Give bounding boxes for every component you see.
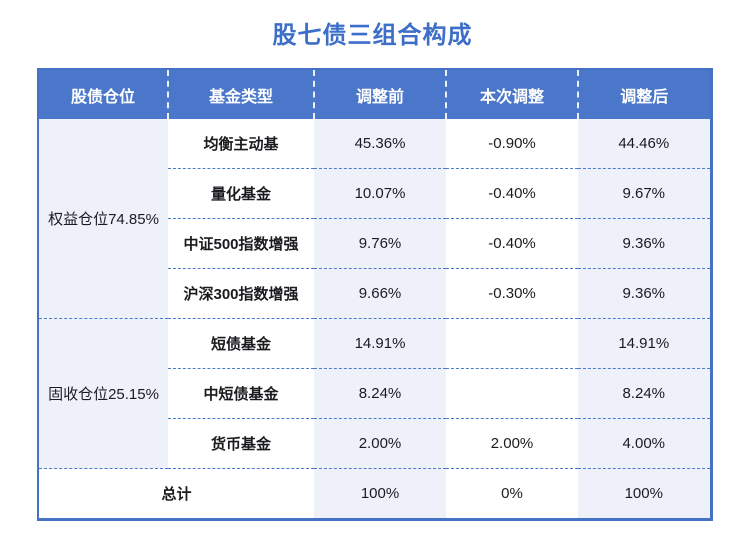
- fund-type-cell: 中短债基金: [168, 368, 314, 419]
- table-row: 权益仓位74.85% 均衡主动基 45.36% -0.90% 44.46%: [38, 119, 711, 319]
- fund-type-cell: 沪深300指数增强: [168, 268, 314, 319]
- before-cell: 2.00%: [314, 418, 446, 469]
- table-row: 中短债基金 8.24% 8.24%: [38, 368, 711, 419]
- fund-type-cell: 均衡主动基: [168, 119, 314, 169]
- page-title: 股七债三组合构成: [272, 22, 473, 49]
- col-header-position: 股债仓位: [38, 69, 169, 119]
- after-cell: 8.24%: [578, 368, 711, 419]
- after-cell: 9.36%: [578, 268, 711, 319]
- change-cell: [446, 368, 578, 419]
- change-cell: 2.00%: [446, 418, 578, 469]
- before-cell: 9.66%: [314, 268, 446, 319]
- fund-type-cell: 中证500指数增强: [168, 218, 314, 269]
- change-cell: [446, 318, 578, 369]
- before-cell: 8.24%: [314, 368, 446, 419]
- after-cell: 14.91%: [578, 318, 711, 369]
- table-row: 固收仓位25.15% 短债基金 14.91% 14.91%: [38, 318, 711, 469]
- change-cell: -0.40%: [446, 168, 578, 219]
- before-cell: 9.76%: [314, 218, 446, 269]
- col-header-change: 本次调整: [446, 69, 579, 119]
- after-cell: 4.00%: [578, 418, 711, 469]
- table-row: 中证500指数增强 9.76% -0.40% 9.36%: [38, 218, 711, 269]
- after-cell: 44.46%: [578, 119, 711, 169]
- table-row: 货币基金 2.00% 2.00% 4.00%: [38, 418, 711, 469]
- col-header-after: 调整后: [578, 69, 711, 119]
- before-cell: 10.07%: [314, 168, 446, 219]
- total-before-cell: 100%: [314, 468, 446, 520]
- fund-type-cell: 量化基金: [168, 168, 314, 219]
- after-cell: 9.36%: [578, 218, 711, 269]
- total-row: 总计 100% 0% 100%: [38, 468, 711, 520]
- change-cell: -0.30%: [446, 268, 578, 319]
- fund-type-cell: 货币基金: [168, 418, 314, 469]
- change-cell: -0.40%: [446, 218, 578, 269]
- col-header-before: 调整前: [314, 69, 447, 119]
- total-after-cell: 100%: [578, 468, 711, 520]
- fund-type-cell: 短债基金: [168, 318, 314, 369]
- table-row: 沪深300指数增强 9.66% -0.30% 9.36%: [38, 268, 711, 319]
- portfolio-table: 股债仓位 基金类型 调整前 本次调整 调整后 权益仓位74.85% 均衡主动基 …: [37, 68, 713, 521]
- change-cell: -0.90%: [446, 119, 578, 169]
- before-cell: 14.91%: [314, 318, 446, 369]
- total-change-cell: 0%: [446, 468, 578, 520]
- table-row: 量化基金 10.07% -0.40% 9.67%: [38, 168, 711, 219]
- group-cell-fixed-income: 固收仓位25.15%: [38, 318, 168, 469]
- group-cell-equity: 权益仓位74.85%: [38, 119, 168, 319]
- header-row: 股债仓位 基金类型 调整前 本次调整 调整后: [38, 69, 711, 119]
- col-header-fund-type: 基金类型: [168, 69, 315, 119]
- after-cell: 9.67%: [578, 168, 711, 219]
- before-cell: 45.36%: [314, 119, 446, 169]
- total-label-cell: 总计: [38, 468, 314, 520]
